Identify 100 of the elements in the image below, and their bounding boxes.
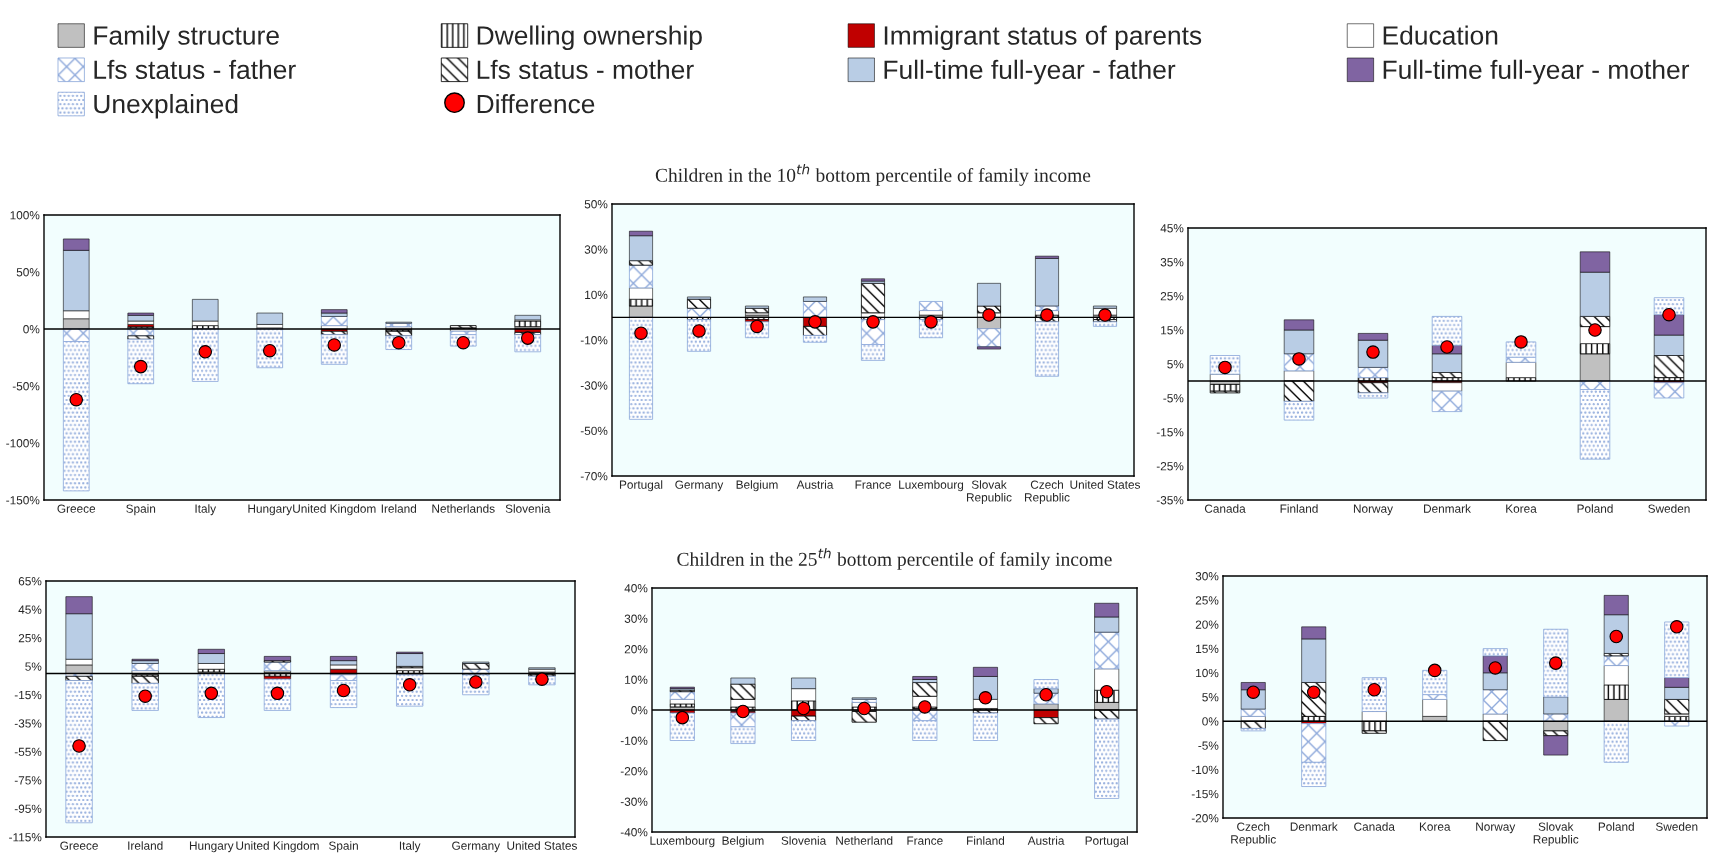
y-tick-label: 25% (1160, 292, 1184, 301)
x-tick-label: Greece (60, 841, 98, 850)
x-tick-label: Spain (126, 504, 156, 516)
y-tick-label: -95% (14, 804, 42, 813)
x-tick-label: Denmark (1290, 822, 1338, 831)
y-tick-label: -30% (580, 381, 608, 390)
x-tick-label: Sweden (1655, 822, 1698, 831)
y-tick-label: -50% (12, 382, 40, 391)
y-tick-label: 10% (625, 675, 648, 684)
x-tick-label: Spain (329, 841, 358, 853)
x-tick-label: Ireland (128, 841, 163, 850)
x-tick-label: Italy (399, 841, 421, 853)
y-tick-label: -70% (580, 472, 608, 481)
x-tick-label: Luxembourg (899, 480, 964, 492)
y-tick-label: -55% (14, 747, 42, 757)
x-tick-label: Greece (57, 504, 96, 513)
x-tick-label: Italy (195, 504, 217, 516)
y-tick-label: 65% (18, 577, 42, 586)
legend-label: Dwelling ownership (477, 25, 702, 51)
y-tick-label: -50% (580, 426, 608, 436)
y-tick-label: 30% (1195, 572, 1219, 581)
y-tick-label: 30% (624, 614, 648, 623)
y-tick-label: -30% (620, 797, 648, 806)
x-tick-label: Korea (1506, 504, 1537, 513)
x-tick-label: United Kingdom (236, 841, 319, 853)
x-tick-label: France (855, 480, 891, 489)
y-tick-label: 5% (1202, 693, 1219, 702)
y-tick-label: 15% (1161, 326, 1184, 335)
y-tick-label: 45% (18, 605, 42, 614)
y-tick-label: 45% (1160, 224, 1184, 233)
y-tick-label: -150% (6, 496, 40, 505)
x-tick-label: United States (1070, 480, 1141, 489)
y-tick-label: 20% (624, 645, 648, 654)
x-tick-label: Korea (1419, 822, 1451, 831)
y-tick-label: -15% (1191, 789, 1219, 799)
y-tick-label: 30% (584, 245, 608, 254)
x-tick-label: Canada (1204, 504, 1246, 513)
legend-label: Difference (477, 93, 595, 114)
y-tick-label: -115% (9, 833, 42, 842)
x-tick-label: Finland (1280, 504, 1318, 513)
x-tick-label: Slovenia (781, 836, 827, 845)
y-tick-label: -10% (1191, 765, 1219, 774)
y-tick-label: 5% (25, 662, 42, 671)
x-tick-label: Denmark (1424, 504, 1471, 513)
legend-label: Full-time full-year - mother (1383, 59, 1690, 85)
x-tick-label: Ireland (381, 504, 417, 513)
x-tick-label: France (907, 836, 943, 845)
y-tick-label: 5% (1167, 360, 1184, 369)
legend-label: Lfs status - mother (477, 59, 694, 80)
x-tick-label: Netherlands (432, 504, 495, 513)
x-tick-label: Slovenia (505, 504, 551, 513)
y-tick-label: -20% (620, 767, 648, 776)
x-tick-label: Slovak Republic (967, 480, 1012, 504)
x-tick-label: Poland (1598, 822, 1634, 831)
x-tick-label: Czech Republic (1231, 822, 1276, 846)
x-tick-label: Belgium (736, 480, 778, 492)
x-tick-label: Hungary (248, 504, 293, 516)
x-tick-label: Slovak Republic (1533, 822, 1579, 846)
x-tick-label: Canada (1354, 822, 1395, 831)
y-tick-label: 15% (1196, 644, 1219, 653)
legend-label: Full-time full-year - father (884, 59, 1176, 85)
y-tick-label: -15% (14, 690, 42, 700)
x-tick-label: Czech Republic (1025, 480, 1070, 504)
legend-label: Immigrant status of parents (884, 25, 1202, 51)
y-tick-label: -10% (580, 336, 608, 345)
x-tick-label: Norway (1353, 504, 1393, 516)
x-tick-label: Belgium (722, 836, 764, 848)
y-tick-label: -20% (1191, 814, 1219, 823)
legend-label: Lfs status - father (94, 59, 296, 80)
legend-label: Family structure (94, 25, 279, 51)
y-tick-label: -5% (1198, 741, 1219, 750)
x-tick-label: Portugal (1085, 836, 1128, 848)
y-tick-label: 50% (16, 268, 40, 277)
y-tick-label: -5% (1163, 394, 1184, 403)
y-tick-label: 20% (1195, 620, 1219, 629)
x-tick-label: Luxembourg (650, 836, 715, 848)
x-tick-label: Austria (796, 480, 834, 489)
y-tick-label: 50% (584, 200, 608, 209)
y-tick-label: -35% (14, 719, 42, 728)
y-tick-label: 40% (624, 584, 648, 593)
y-tick-label: 10% (585, 290, 608, 300)
y-tick-label: -100% (6, 439, 40, 448)
y-tick-label: 100% (10, 211, 40, 220)
x-tick-label: Norway (1476, 822, 1516, 834)
y-tick-label: -15% (1156, 428, 1184, 437)
x-tick-label: Finland (967, 836, 1005, 845)
x-tick-label: Netherland (836, 836, 893, 845)
x-tick-label: United States (507, 841, 577, 850)
y-tick-label: 0% (23, 325, 40, 334)
x-tick-label: Hungary (189, 841, 234, 853)
x-tick-label: Austria (1027, 836, 1065, 845)
y-tick-label: 0% (1202, 717, 1219, 726)
x-tick-label: Germany (452, 841, 501, 853)
y-tick-label: -10% (620, 736, 648, 745)
y-tick-label: -75% (14, 776, 42, 785)
y-tick-label: 25% (18, 633, 42, 643)
x-tick-label: Germany (675, 480, 724, 492)
legend-label: Unexplained (94, 93, 238, 119)
chart-title: Children in the 10$^{th}$ bottom percentile of family income (655, 163, 1091, 186)
y-tick-label: -40% (620, 828, 648, 837)
